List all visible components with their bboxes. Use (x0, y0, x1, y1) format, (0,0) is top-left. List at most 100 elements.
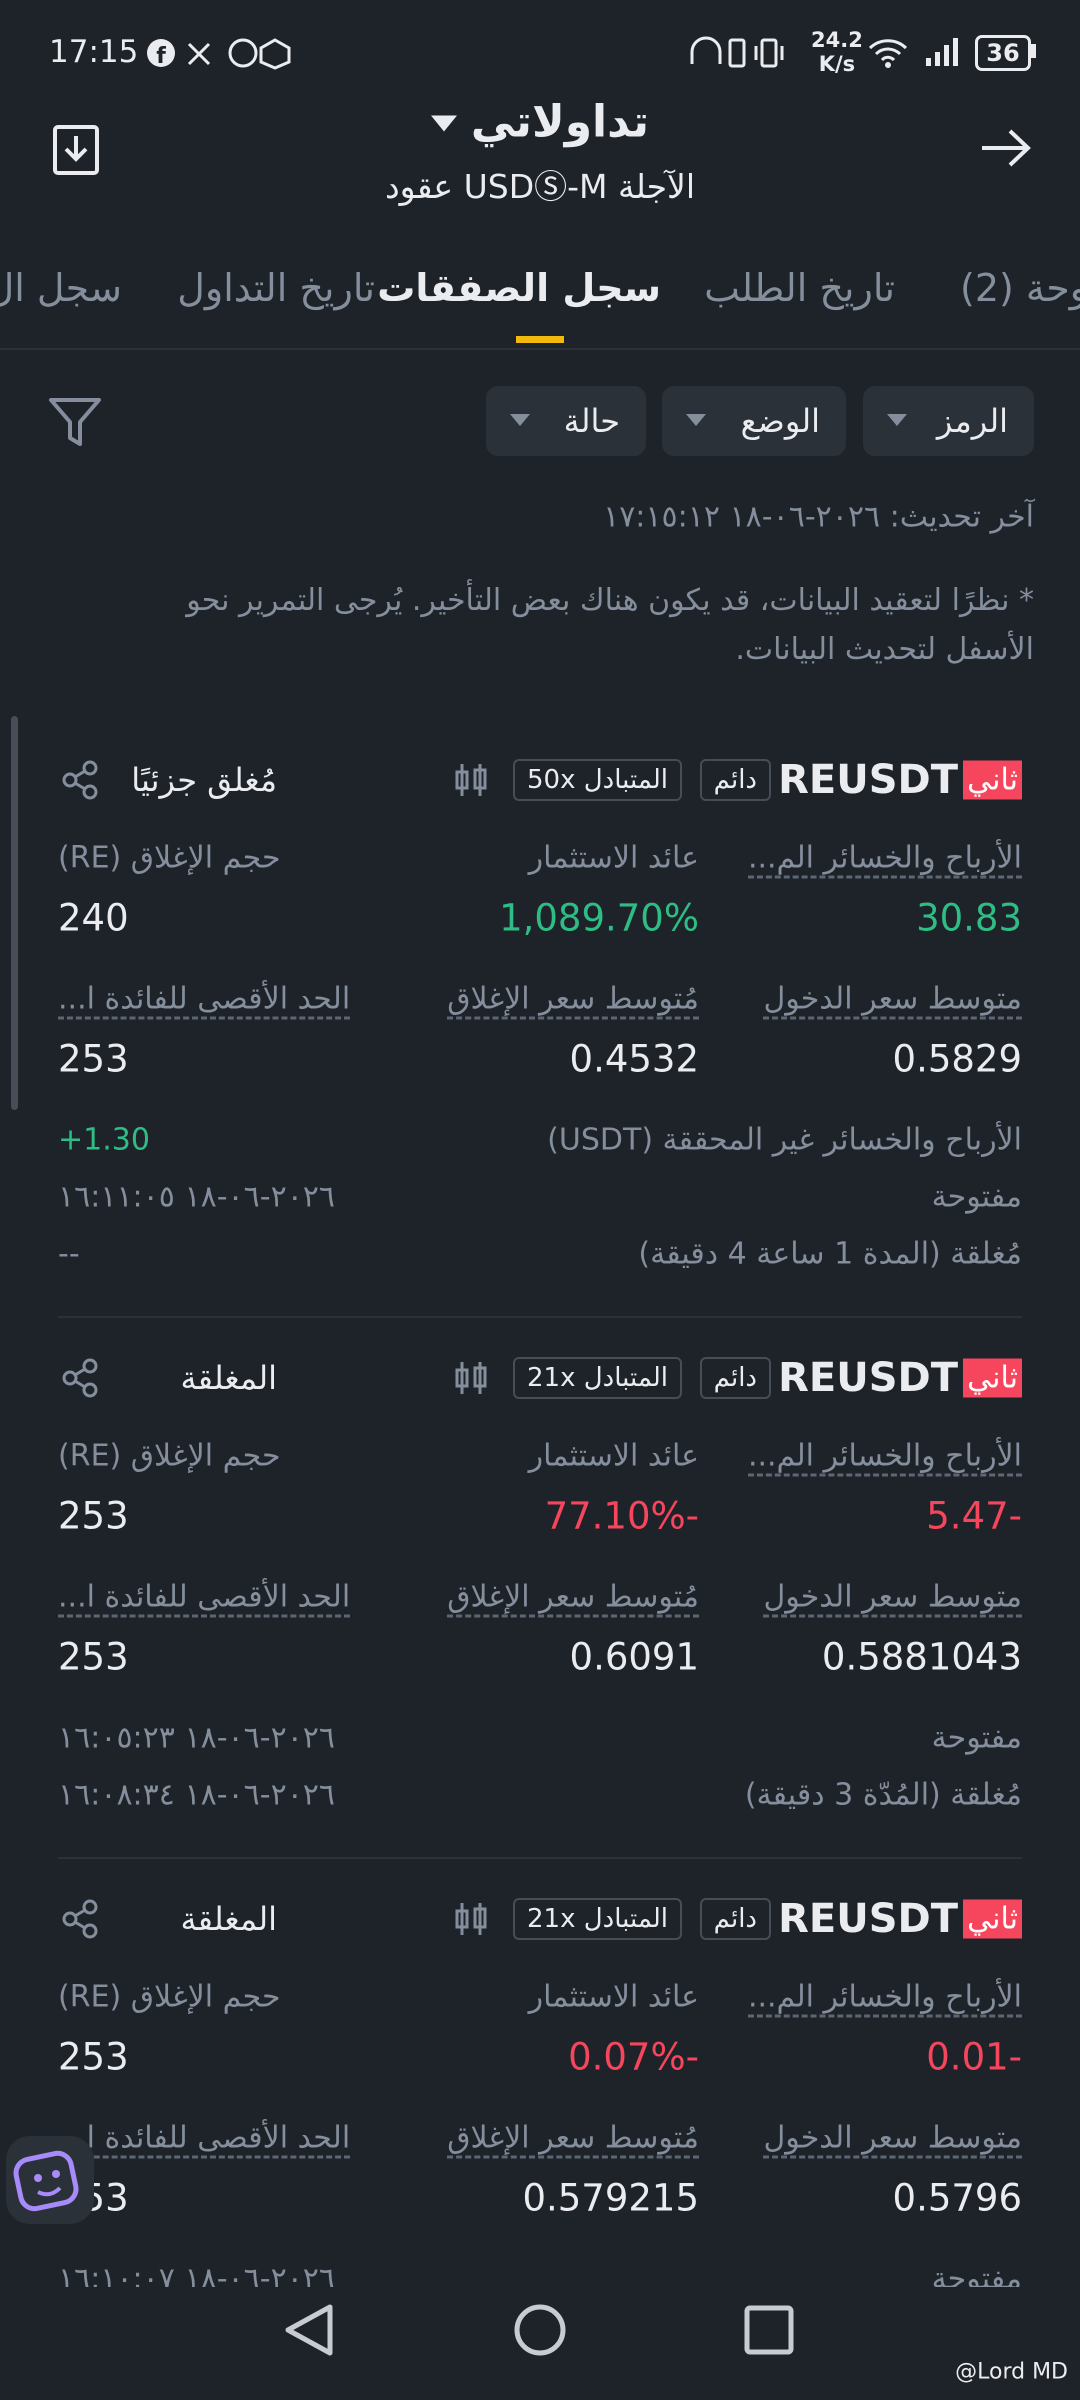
row-value: ٢٠٢٦-٠٦-١٨ ١٦:١١:٠٥ (58, 1179, 336, 1215)
symbol: REUSDT (778, 1355, 958, 1401)
position-status: مُغلق جزئيًا (131, 761, 277, 799)
tag: دائم (699, 1898, 771, 1940)
row-label: مفتوحة (931, 1720, 1022, 1756)
side-badge: ثاني (963, 760, 1022, 800)
field-value: 0.5881043 (821, 1635, 1022, 1679)
field-value: 253 (58, 1494, 129, 1538)
assistant-button[interactable] (0, 2130, 100, 2230)
tab[interactable]: تاريخ التداول (177, 266, 375, 310)
share-button[interactable] (60, 760, 100, 800)
field-label: عائد الاستثمار (528, 1979, 699, 2015)
field-label: عائد الاستثمار (528, 840, 699, 876)
watermark: @Lord MD (955, 2359, 1068, 2385)
tag: المتبادل 50x (512, 759, 682, 801)
title-text: تداولاتي (470, 96, 650, 148)
field-label: الأرباح والخسائر الم... (747, 1979, 1022, 2015)
clock: 17:15 (49, 34, 139, 70)
last-update: آخر تحديث: ٢٠٢٦-٠٦-١٨ ١٧:١٥:١٢ (603, 499, 1034, 535)
chart-icon[interactable] (454, 1901, 490, 1937)
nav-home[interactable] (514, 2304, 566, 2356)
content: 17:15 f 24.2 K/s 36 تداولاتي عقود USDⓈ-M … (0, 28, 1080, 2287)
tab[interactable]: تاريخ الطلب (704, 266, 895, 310)
field-value: 253 (58, 1037, 129, 1081)
field-value: 253 (58, 2035, 129, 2079)
card-divider (58, 1316, 1022, 1318)
symbol: REUSDT (778, 1896, 958, 1942)
battery-tip (1031, 44, 1036, 58)
field-label: حجم الإغلاق (RE) (58, 1979, 281, 2015)
trade-card: ثاني REUSDT دائم المتبادل 21x المغلقة الأرباح… (0, 1896, 1080, 2287)
trade-card: ثاني REUSDT دائم المتبادل 50x مُغلق جزئيًا ال… (0, 757, 1080, 1318)
row-value: ٢٠٢٦-٠٦-١٨ ١٦:٠٥:٢٣ (58, 1720, 336, 1756)
field-label: متوسط سعر الدخول (763, 981, 1022, 1017)
filter-chip[interactable]: الرمز (863, 386, 1034, 456)
share-button[interactable] (60, 1899, 100, 1939)
filter-chip[interactable]: حالة (486, 386, 646, 456)
side-badge: ثاني (963, 1358, 1022, 1398)
row-label: الأرباح والخسائر غير المحققة (USDT) (547, 1122, 1022, 1158)
filter-button[interactable] (48, 396, 102, 448)
field-label: مُتوسط سعر الإغلاق (447, 1579, 699, 1615)
field-label: مُتوسط سعر الإغلاق (447, 981, 699, 1017)
scrollbar (11, 716, 18, 1110)
nav-back[interactable] (285, 2304, 333, 2356)
row-value: ٢٠٢٦-٠٦-١٨ ١٦:٠٨:٣٤ (58, 1777, 336, 1813)
tag: المتبادل 21x (512, 1898, 682, 1940)
field-value: 1,089.70% (499, 896, 699, 940)
field-value: 0.4532 (569, 1037, 699, 1081)
divider (0, 348, 1080, 350)
field-value: 77.10%- (544, 1494, 699, 1538)
field-label: الحد الأقصى للفائدة ا... (58, 981, 351, 1017)
tab[interactable]: سجل الصفقات (377, 266, 661, 310)
page-title[interactable]: تداولاتي (0, 97, 1080, 148)
field-label: الأرباح والخسائر الم... (747, 1438, 1022, 1474)
tab[interactable]: سجل ال (0, 266, 122, 310)
row-label: مفتوحة (931, 2261, 1022, 2288)
card-divider (58, 1857, 1022, 1859)
field-label: متوسط سعر الدخول (763, 1579, 1022, 1615)
field-label: حجم الإغلاق (RE) (58, 840, 281, 876)
speed-unit: K/s (818, 52, 856, 76)
tag: المتبادل 21x (512, 1357, 682, 1399)
position-status: المغلقة (180, 1359, 277, 1397)
delay-note: * نظرًا لتعقيد البيانات، قد يكون هناك بع… (186, 583, 1034, 667)
system-icons (690, 36, 784, 68)
navigation-bar (0, 2287, 1080, 2400)
field-value: 0.579215 (522, 2176, 699, 2220)
field-label: حجم الإغلاق (RE) (58, 1438, 281, 1474)
row-label: مفتوحة (931, 1179, 1022, 1215)
filter-arrow (887, 414, 907, 426)
field-label: عائد الاستثمار (528, 1438, 699, 1474)
field-value: 253 (58, 1635, 129, 1679)
chart-icon[interactable] (454, 1360, 490, 1396)
filter-chip[interactable]: الوضع (662, 386, 846, 456)
field-value: 30.83 (916, 896, 1022, 940)
field-label: الأرباح والخسائر الم... (747, 840, 1022, 876)
row-label: مُغلقة (المدة 1 ساعة 4 دقيقة) (638, 1236, 1022, 1272)
battery: 36 (975, 35, 1031, 71)
side-badge: ثاني (963, 1899, 1022, 1939)
chart-icon[interactable] (454, 762, 490, 798)
filter-label: الوضع (740, 402, 820, 440)
tab[interactable]: توحة (2) (960, 266, 1080, 310)
dropdown-arrow (430, 115, 457, 132)
filter-label: الرمز (936, 402, 1008, 440)
field-value: 0.5829 (892, 1037, 1022, 1081)
back-button[interactable] (980, 128, 1032, 168)
row-label: مُغلقة (المُدّة 3 دقيقة) (744, 1777, 1022, 1813)
symbol: REUSDT (778, 757, 958, 803)
row-value: -- (58, 1236, 80, 1272)
share-button[interactable] (60, 1358, 100, 1398)
svg-text:f: f (156, 44, 166, 69)
field-value: 5.47- (926, 1494, 1022, 1538)
speed: 24.2 (811, 28, 863, 52)
active-tab-indicator (516, 336, 564, 343)
filter-arrow (510, 414, 530, 426)
row-value: ٢٠٢٦-٠٦-١٨ ١٦:١٠:٠٧ (58, 2261, 336, 2288)
nav-recents[interactable] (744, 2305, 794, 2355)
download-button[interactable] (52, 124, 100, 176)
field-value: 0.07%- (568, 2035, 699, 2079)
field-label: الحد الأقصى للفائدة ا... (58, 1579, 351, 1615)
field-value: 240 (58, 896, 129, 940)
